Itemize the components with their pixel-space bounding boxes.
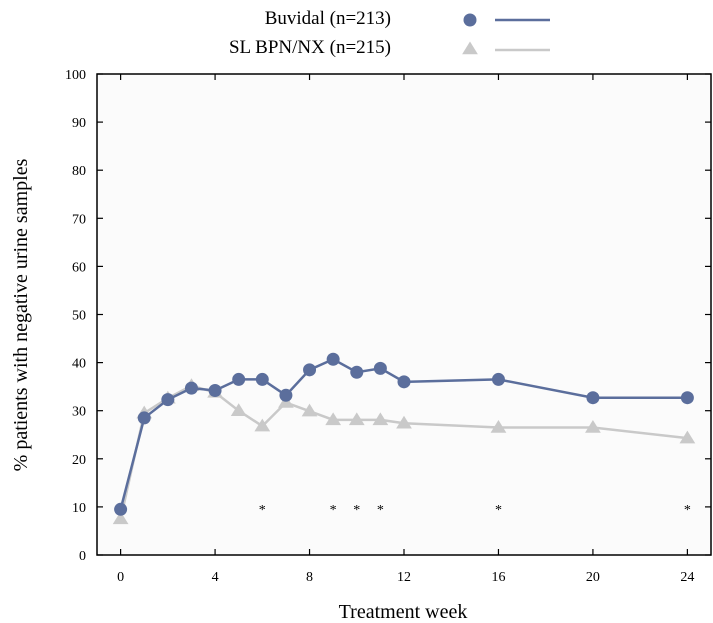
data-point <box>397 375 411 389</box>
data-point <box>254 418 271 432</box>
significance-marker: * <box>684 503 691 518</box>
legend: Buvidal (n=213) SL BPN/NX (n=215) <box>229 8 550 58</box>
data-point <box>112 511 129 525</box>
x-tick-label: 16 <box>491 570 505 585</box>
y-tick-label: 50 <box>72 309 86 324</box>
annotations: * * * * * * <box>259 503 691 518</box>
y-tick-label: 80 <box>72 164 86 179</box>
data-point <box>325 412 342 426</box>
x-tick-label: 20 <box>586 570 600 585</box>
y-tick-label: 90 <box>72 116 86 131</box>
data-point <box>184 381 198 395</box>
data-point <box>373 361 387 375</box>
data-point <box>491 372 505 386</box>
data-point <box>372 412 389 426</box>
data-point <box>326 352 340 366</box>
series-buvidal <box>114 352 694 516</box>
series-layer <box>112 352 696 525</box>
significance-marker: * <box>259 503 266 518</box>
data-point <box>586 391 600 405</box>
x-tick-label: 8 <box>306 570 313 585</box>
x-tick-label: 24 <box>680 570 694 585</box>
significance-marker: * <box>330 503 337 518</box>
y-tick-label: 0 <box>79 549 86 564</box>
x-tick-label: 12 <box>397 570 411 585</box>
series-line <box>119 357 688 510</box>
data-point <box>348 412 365 426</box>
data-point <box>230 403 247 416</box>
data-point <box>208 383 222 397</box>
data-point <box>585 420 601 433</box>
y-tick-label: 20 <box>72 453 86 468</box>
axes: 0 10 20 30 40 50 60 70 80 90 100 0 4 8 12 16 20 24 <box>65 68 711 585</box>
legend-marker-sl-bpn-nx <box>462 41 478 55</box>
significance-marker: * <box>495 503 502 518</box>
legend-label-sl-bpn-nx: SL BPN/NX (n=215) <box>229 37 391 58</box>
y-tick-label: 70 <box>72 212 86 227</box>
x-tick-label: 0 <box>117 570 124 585</box>
series-line <box>119 384 688 520</box>
x-axis-label: Treatment week <box>339 601 468 623</box>
data-point <box>679 430 696 444</box>
data-point <box>301 403 318 417</box>
legend-label-buvidal: Buvidal (n=213) <box>265 8 391 29</box>
y-tick-label: 10 <box>72 501 86 516</box>
plot-area-frame <box>96 73 712 556</box>
data-point <box>114 502 128 516</box>
data-point <box>350 365 364 379</box>
significance-marker: * <box>353 503 360 518</box>
data-point <box>137 411 151 425</box>
data-point <box>490 420 507 433</box>
data-point <box>680 391 694 405</box>
y-tick-label: 100 <box>65 68 86 83</box>
legend-marker-buvidal <box>463 13 477 27</box>
data-point <box>279 388 293 402</box>
data-point <box>232 372 246 386</box>
data-point <box>255 372 269 386</box>
y-tick-label: 60 <box>72 260 86 275</box>
data-point <box>303 363 317 377</box>
y-axis-label: % patients with negative urine samples <box>10 158 32 471</box>
y-tick-label: 30 <box>72 405 86 420</box>
x-tick-label: 4 <box>212 570 219 585</box>
significance-marker: * <box>377 503 384 518</box>
plot-background <box>96 73 712 556</box>
data-point <box>161 393 175 407</box>
data-point <box>396 415 412 429</box>
y-tick-label: 40 <box>72 357 86 372</box>
